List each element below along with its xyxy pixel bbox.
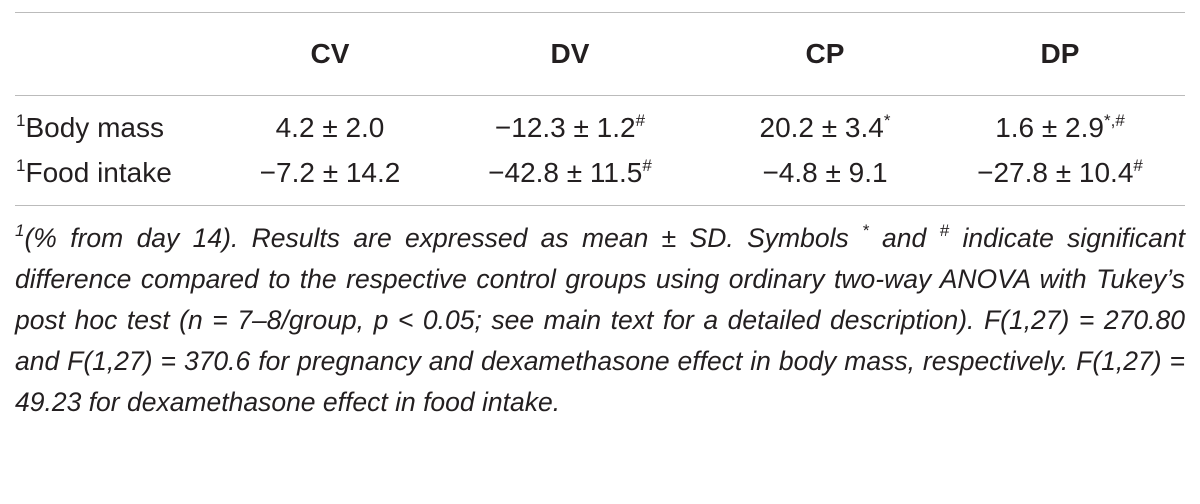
row-label-text: Food intake: [25, 157, 172, 189]
cell: −27.8 ± 10.4#: [935, 151, 1185, 206]
cell-value: 20.2 ± 3.4: [759, 111, 884, 143]
cell-sup: #: [635, 110, 646, 130]
table-body: 1Body mass 4.2 ± 2.0 −12.3 ± 1.2# 20.2 ± 3.…: [15, 96, 1185, 206]
table-header: CV DV CP DP: [15, 12, 1185, 96]
cell-value: −27.8 ± 10.4: [977, 157, 1134, 189]
footnote-sup: 1: [15, 221, 25, 240]
footnote-text: indicate significant difference compared…: [15, 223, 1186, 417]
column-header: DV: [550, 38, 590, 69]
cell-value: 4.2 ± 2.0: [275, 111, 385, 143]
footnote-sup: *: [862, 221, 869, 240]
cell-value: 1.6 ± 2.9: [995, 111, 1104, 143]
row-label-sup: 1: [16, 156, 26, 176]
cell: 20.2 ± 3.4*: [715, 96, 935, 151]
cell-sup: *,#: [1103, 110, 1125, 130]
cell-value: −12.3 ± 1.2: [494, 111, 636, 143]
column-header: CP: [805, 38, 845, 69]
footnote-sup: #: [939, 221, 950, 240]
row-label-text: Body mass: [25, 111, 164, 143]
column-header: DP: [1040, 38, 1080, 69]
footnote-text: and: [868, 223, 940, 253]
cell: −42.8 ± 11.5#: [425, 151, 715, 206]
cell-sup: #: [642, 156, 652, 176]
cell-value: −42.8 ± 11.5: [488, 157, 643, 189]
cell: −12.3 ± 1.2#: [425, 96, 715, 151]
column-header: CV: [310, 38, 350, 69]
table: CV DV CP DP 1Body mass 4.2 ± 2.0 −12.3 ± 1.2#…: [15, 12, 1185, 206]
cell-value: −4.8 ± 9.1: [762, 157, 888, 189]
cell: −4.8 ± 9.1: [715, 151, 935, 206]
cell-sup: #: [1133, 156, 1143, 176]
table-row: 1Food intake −7.2 ± 14.2 −42.8 ± 11.5# −4.8…: [15, 151, 1185, 206]
row-label-sup: 1: [16, 110, 26, 130]
cell: 1.6 ± 2.9*,#: [935, 96, 1185, 151]
cell-value: −7.2 ± 14.2: [259, 157, 401, 189]
row-label: 1Body mass: [15, 96, 235, 151]
table-block: CV DV CP DP 1Body mass 4.2 ± 2.0 −12.3 ± 1.2#…: [15, 12, 1185, 423]
corner: [15, 13, 235, 96]
footnote-text: (% from day 14). Results are expressed a…: [24, 223, 863, 253]
row-label: 1Food intake: [15, 151, 235, 206]
table-row: 1Body mass 4.2 ± 2.0 −12.3 ± 1.2# 20.2 ± 3.…: [15, 96, 1185, 151]
cell: 4.2 ± 2.0: [235, 96, 425, 151]
header-row: CV DV CP DP: [15, 12, 1185, 96]
cell: −7.2 ± 14.2: [235, 151, 425, 206]
footnote: 1(% from day 14). Results are expressed …: [15, 218, 1185, 423]
cell-sup: *: [883, 110, 891, 130]
